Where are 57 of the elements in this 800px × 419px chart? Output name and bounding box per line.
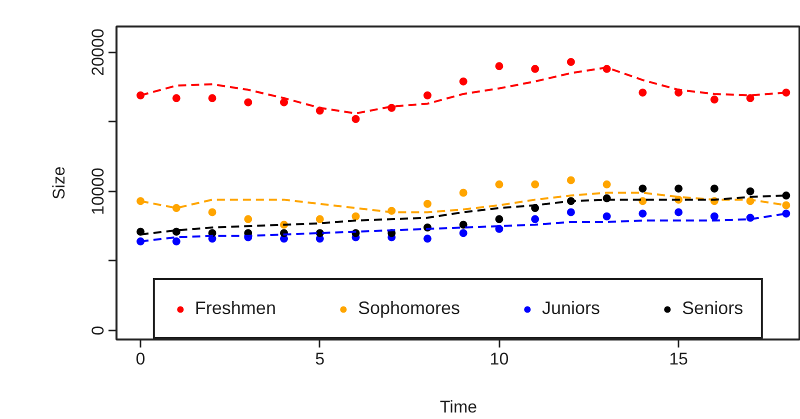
point bbox=[782, 192, 790, 200]
legend-label: Seniors bbox=[682, 298, 744, 319]
x-tick-label: 10 bbox=[490, 350, 509, 368]
point bbox=[495, 215, 504, 224]
point bbox=[531, 180, 540, 188]
point bbox=[423, 91, 432, 100]
point bbox=[531, 64, 540, 73]
point bbox=[423, 200, 432, 208]
point bbox=[208, 208, 216, 216]
point bbox=[566, 208, 575, 216]
point bbox=[280, 98, 288, 106]
point bbox=[495, 224, 504, 233]
x-tick-label: 5 bbox=[315, 350, 325, 368]
point bbox=[208, 94, 216, 102]
point bbox=[710, 212, 718, 220]
point bbox=[352, 115, 360, 123]
point bbox=[746, 94, 754, 102]
point bbox=[172, 237, 180, 246]
point bbox=[638, 197, 647, 206]
y-tick-label: 10000 bbox=[88, 168, 108, 215]
legend-label: Juniors bbox=[542, 298, 600, 319]
point bbox=[566, 176, 575, 184]
point bbox=[710, 96, 718, 104]
point bbox=[710, 184, 718, 193]
point bbox=[638, 184, 647, 193]
point bbox=[459, 229, 468, 238]
point bbox=[638, 88, 647, 97]
y-tick-label: 0 bbox=[88, 326, 108, 336]
point bbox=[244, 98, 252, 106]
point bbox=[674, 208, 683, 216]
point bbox=[495, 180, 504, 188]
point bbox=[674, 184, 683, 193]
point bbox=[172, 94, 180, 102]
point bbox=[782, 201, 790, 210]
point bbox=[459, 188, 468, 197]
legend-label: Sophomores bbox=[358, 298, 460, 319]
point bbox=[566, 58, 575, 66]
point bbox=[746, 187, 754, 196]
point bbox=[638, 210, 647, 218]
point bbox=[244, 215, 252, 224]
point bbox=[602, 212, 611, 220]
x-tick-label: 15 bbox=[669, 350, 688, 368]
legend-label: Freshmen bbox=[194, 298, 276, 319]
x-tick-label: 0 bbox=[136, 350, 146, 368]
point bbox=[423, 234, 432, 243]
point bbox=[459, 77, 468, 86]
point bbox=[172, 228, 180, 236]
point bbox=[782, 210, 790, 218]
y-axis-title: Size bbox=[50, 166, 68, 200]
point bbox=[602, 180, 611, 188]
point bbox=[316, 215, 324, 224]
x-axis-title: Time bbox=[440, 398, 478, 416]
point bbox=[352, 212, 360, 220]
point bbox=[459, 220, 468, 229]
point bbox=[495, 62, 504, 70]
y-tick-label: 20000 bbox=[88, 28, 108, 76]
point bbox=[531, 215, 540, 224]
